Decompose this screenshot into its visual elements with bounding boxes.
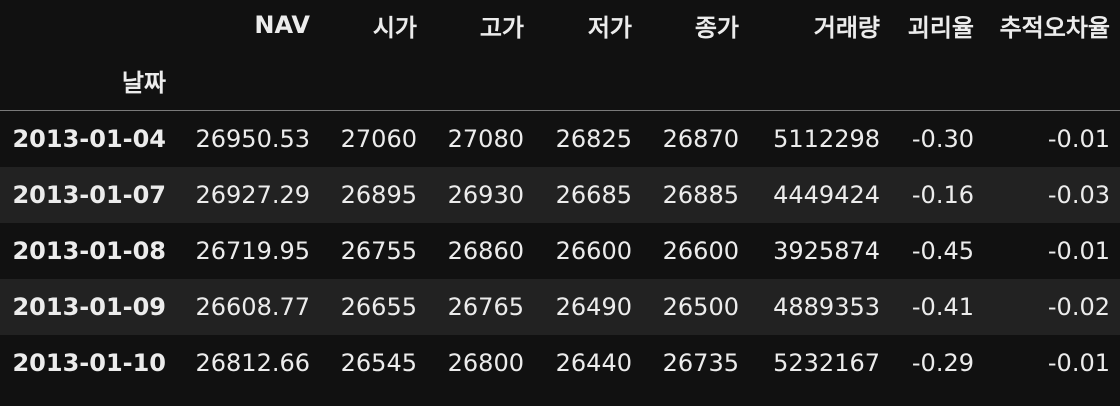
index-name-row: 날짜 [0,50,1120,111]
column-header-tracking-error: 추적오차율 [999,13,1110,42]
row-index: 2013-01-07 [12,180,166,209]
table-cell: 26860 [447,236,524,265]
empty-header-cell [749,50,890,111]
row-index: 2013-01-09 [12,292,166,321]
table-cell: 26765 [447,292,524,321]
table-cell: -0.30 [911,124,974,153]
empty-header-cell [176,50,320,111]
table-cell: -0.45 [911,236,974,265]
table-cell: 26950.53 [195,124,310,153]
table-cell: -0.29 [911,348,974,377]
table-cell: 26600 [555,236,632,265]
table-cell: -0.01 [1047,348,1110,377]
empty-header-cell [534,50,642,111]
table-cell: 26719.95 [195,236,310,265]
corner-cell [0,0,176,50]
row-index: 2013-01-04 [12,124,166,153]
table-cell: -0.02 [1047,292,1110,321]
dataframe-table: NAV 시가 고가 저가 종가 거래량 괴리율 추적오차율 날짜 2013-01… [0,0,1120,391]
table-cell: 26735 [662,348,739,377]
column-header-close: 종가 [694,13,739,42]
table-cell: 26500 [662,292,739,321]
column-header-open: 시가 [372,13,417,42]
row-index: 2013-01-08 [12,236,166,265]
column-header-low: 저가 [587,13,632,42]
table-row: 2013-01-07 26927.29 26895 26930 26685 26… [0,166,1120,223]
table-cell: 5112298 [773,124,880,153]
empty-header-cell [320,50,427,111]
table-cell: 26755 [340,236,417,265]
table-cell: -0.01 [1047,124,1110,153]
empty-header-cell [984,50,1120,111]
table-row: 2013-01-08 26719.95 26755 26860 26600 26… [0,223,1120,279]
table-cell: 4889353 [773,292,880,321]
table-cell: 26800 [447,348,524,377]
table-cell: 26930 [447,180,524,209]
table-body: 2013-01-04 26950.53 27060 27080 26825 26… [0,111,1120,391]
table-cell: 26685 [555,180,632,209]
table-cell: 26545 [340,348,417,377]
table-cell: 26600 [662,236,739,265]
table-cell: 26825 [555,124,632,153]
empty-header-cell [427,50,534,111]
table-cell: 4449424 [773,180,880,209]
column-header-row: NAV 시가 고가 저가 종가 거래량 괴리율 추적오차율 [0,0,1120,50]
table-row: 2013-01-09 26608.77 26655 26765 26490 26… [0,278,1120,335]
table-cell: 27060 [340,124,417,153]
row-index: 2013-01-10 [12,348,166,377]
table-cell: 26895 [340,180,417,209]
table-cell: 3925874 [773,236,880,265]
table-cell: 26870 [662,124,739,153]
column-header-nav: NAV [254,11,310,39]
table-cell: 26608.77 [195,292,310,321]
table-cell: 27080 [447,124,524,153]
empty-header-cell [642,50,749,111]
table-cell: -0.41 [911,292,974,321]
table-row: 2013-01-10 26812.66 26545 26800 26440 26… [0,335,1120,391]
table-cell: 26490 [555,292,632,321]
table-row: 2013-01-04 26950.53 27060 27080 26825 26… [0,111,1120,167]
table-cell: -0.03 [1047,180,1110,209]
table-cell: 26440 [555,348,632,377]
index-name-label: 날짜 [0,50,176,111]
empty-header-cell [890,50,984,111]
table-cell: 26655 [340,292,417,321]
table-cell: 26927.29 [195,180,310,209]
column-header-disparity: 괴리율 [907,13,974,42]
table-cell: 26885 [662,180,739,209]
table-header: NAV 시가 고가 저가 종가 거래량 괴리율 추적오차율 날짜 [0,0,1120,111]
table-cell: 26812.66 [195,348,310,377]
column-header-high: 고가 [479,13,524,42]
table-cell: -0.16 [911,180,974,209]
column-header-volume: 거래량 [813,13,880,42]
table-cell: -0.01 [1047,236,1110,265]
table-cell: 5232167 [773,348,880,377]
